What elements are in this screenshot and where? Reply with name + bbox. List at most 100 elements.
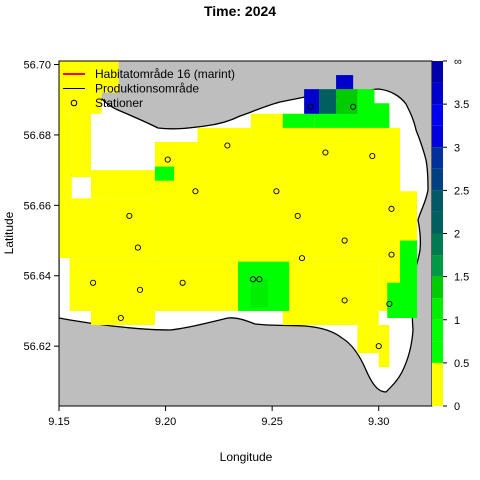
y-tick-label: 56.70 bbox=[23, 60, 51, 72]
heatmap-cell bbox=[154, 166, 175, 181]
y-axis-label: Latitude bbox=[2, 211, 16, 254]
heatmap-cell bbox=[400, 240, 418, 318]
heatmap-cell bbox=[197, 127, 251, 142]
x-axis: 9.15 9.20 9.25 9.30 bbox=[48, 406, 389, 428]
station-marker bbox=[388, 251, 395, 258]
plot-area bbox=[59, 61, 432, 406]
colorbar: 0 0.5 1 1.5 2 2.5 3 3.5 ∞ bbox=[432, 56, 469, 413]
station-marker bbox=[322, 149, 329, 156]
legend: Habitatområde 16 (marint)Produktionsområ… bbox=[63, 67, 235, 110]
heatmap-cell bbox=[336, 89, 358, 114]
station-marker bbox=[273, 188, 280, 195]
station-marker bbox=[90, 279, 97, 286]
station-marker bbox=[294, 212, 301, 219]
colorbar-segment bbox=[432, 82, 443, 105]
colorbar-segment bbox=[432, 233, 443, 256]
x-tick-label: 9.25 bbox=[261, 416, 282, 428]
station-marker bbox=[249, 276, 257, 283]
station-marker bbox=[341, 297, 348, 304]
y-tick-label: 56.62 bbox=[23, 341, 51, 353]
colorbar-tick-label: 1 bbox=[454, 315, 460, 327]
station-marker bbox=[179, 279, 186, 286]
heatmap-cell bbox=[71, 61, 91, 135]
heatmap-cell bbox=[304, 89, 320, 114]
heatmap-cell bbox=[154, 141, 401, 259]
heatmap-cell bbox=[90, 61, 102, 114]
colorbar-segment bbox=[432, 104, 443, 126]
colorbar-segment bbox=[432, 147, 443, 169]
station-marker bbox=[224, 142, 231, 149]
colorbar-segment bbox=[432, 319, 443, 342]
colorbar-segment bbox=[432, 61, 443, 83]
heatmap-cell bbox=[69, 258, 379, 311]
station-marker bbox=[192, 188, 199, 195]
station-marker bbox=[388, 205, 395, 212]
colorbar-tick-label: 3 bbox=[454, 142, 460, 154]
heatmap-cell bbox=[319, 89, 337, 114]
heatmap-cell bbox=[336, 127, 401, 142]
heatmap-cell bbox=[357, 89, 375, 114]
colorbar-tick-label: 2 bbox=[454, 229, 460, 241]
heatmap-cell bbox=[250, 279, 268, 308]
colorbar-segment bbox=[432, 255, 443, 277]
heatmap-cell bbox=[336, 75, 354, 90]
heatmap-cell bbox=[90, 170, 155, 199]
x-tick-label: 9.20 bbox=[155, 416, 176, 428]
colorbar-segment bbox=[432, 190, 443, 212]
colorbar-tick-label: 1.5 bbox=[454, 272, 469, 284]
station-marker bbox=[307, 103, 314, 110]
heatmap-cell bbox=[101, 61, 119, 93]
station-marker bbox=[341, 237, 348, 244]
station-marker bbox=[369, 153, 376, 160]
station-marker bbox=[256, 276, 263, 283]
y-tick-label: 56.68 bbox=[23, 130, 51, 142]
legend-entry-label: Stationer bbox=[95, 96, 143, 110]
heatmap-cell bbox=[59, 61, 72, 114]
heatmap-cell bbox=[387, 282, 401, 318]
x-tick-label: 9.30 bbox=[368, 416, 389, 428]
station-marker bbox=[386, 300, 393, 307]
heatmap-cell bbox=[382, 166, 401, 192]
heatmap-cell bbox=[71, 134, 91, 178]
chart-title: Time: 2024 bbox=[204, 3, 276, 19]
heatmap-cell bbox=[59, 198, 155, 259]
colorbar-segment bbox=[432, 362, 443, 385]
x-axis-label: Longitude bbox=[220, 450, 273, 464]
colorbar-tick-label: 3.5 bbox=[454, 99, 469, 111]
colorbar-segment bbox=[432, 384, 443, 406]
colorbar-segment bbox=[432, 298, 443, 320]
station-marker bbox=[164, 156, 171, 163]
heatmap-cell bbox=[90, 310, 155, 326]
heatmap-cell bbox=[378, 325, 390, 368]
station-marker bbox=[375, 343, 382, 350]
station-marker bbox=[136, 286, 144, 293]
heatmap-cell bbox=[282, 310, 358, 326]
colorbar-segment bbox=[432, 168, 443, 191]
colorbar-tick-label: 2.5 bbox=[454, 185, 469, 197]
station-marker bbox=[298, 255, 306, 262]
station-marker bbox=[350, 103, 357, 110]
legend-entry-label: Produktionsområde bbox=[95, 82, 199, 96]
heatmap-cell bbox=[59, 113, 72, 199]
station-marker bbox=[117, 314, 124, 322]
colorbar-tick-label: 0.5 bbox=[454, 358, 469, 370]
station-marker bbox=[126, 212, 133, 219]
legend-circle-swatch bbox=[70, 99, 78, 107]
colorbar-segment bbox=[432, 125, 443, 148]
colorbar-segment bbox=[432, 276, 443, 299]
station-markers bbox=[90, 103, 395, 350]
colorbar-tick-label: ∞ bbox=[454, 56, 462, 68]
legend-entry-label: Habitatområde 16 (marint) bbox=[95, 67, 235, 81]
data-cells bbox=[59, 61, 418, 368]
y-tick-label: 56.64 bbox=[23, 271, 51, 283]
heatmap-cell bbox=[357, 310, 379, 354]
heatmap-cell bbox=[400, 191, 418, 241]
colorbar-segment bbox=[432, 211, 443, 234]
station-marker bbox=[134, 244, 141, 251]
y-tick-label: 56.66 bbox=[23, 200, 51, 212]
x-tick-label: 9.15 bbox=[48, 416, 69, 428]
y-axis: 56.62 56.64 56.66 56.68 56.70 bbox=[23, 60, 59, 353]
colorbar-segment bbox=[432, 341, 443, 363]
colorbar-tick-label: 0 bbox=[454, 401, 460, 413]
